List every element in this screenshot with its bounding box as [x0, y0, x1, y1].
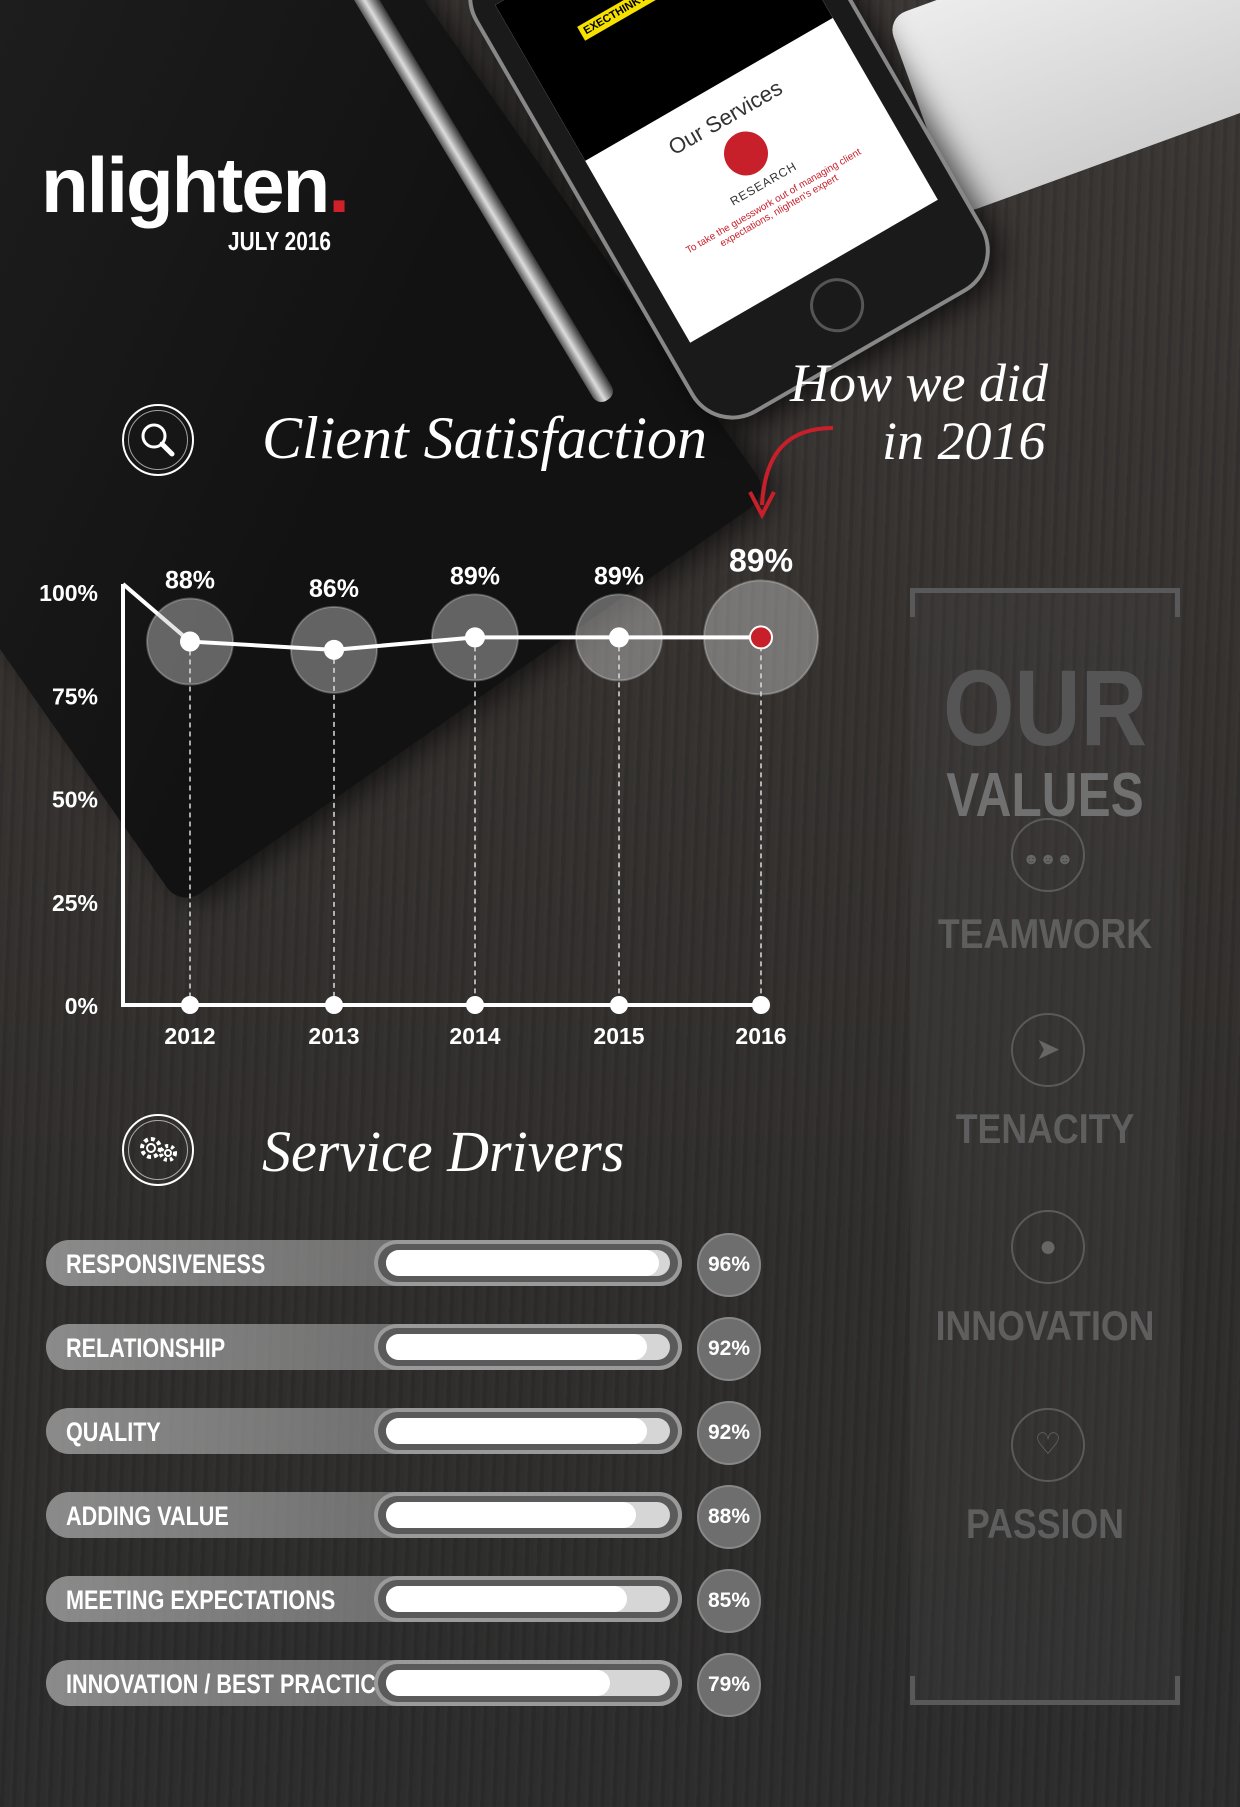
- progress-track: [386, 1586, 670, 1612]
- driver-row: MEETING EXPECTATIONS: [46, 1576, 682, 1622]
- callout-line-1: How we did: [790, 353, 1049, 413]
- driver-percent: 85%: [697, 1569, 761, 1633]
- runner-icon: ➤: [1011, 1013, 1085, 1087]
- driver-percent: 79%: [697, 1653, 761, 1717]
- progress-track: [386, 1250, 670, 1276]
- progress-fill: [386, 1418, 648, 1444]
- progress-track: [386, 1670, 670, 1696]
- progress-track: [386, 1502, 670, 1528]
- data-point: [609, 627, 629, 648]
- driver-label: INNOVATION / BEST PRACTICE: [66, 1669, 391, 1699]
- data-label: 89%: [450, 562, 500, 590]
- driver-row: QUALITY: [46, 1408, 682, 1454]
- satisfaction-chart: 0% 25% 50% 75% 100% 88% 2012 86% 2013 89% 2014 89% 2…: [39, 542, 819, 1049]
- driver-row: RESPONSIVENESS: [46, 1240, 682, 1286]
- values-title-line-1: OUR: [943, 647, 1147, 768]
- driver-percent: 92%: [697, 1401, 761, 1465]
- service-drivers-title: Service Drivers: [262, 1119, 625, 1184]
- driver-row: ADDING VALUE: [46, 1492, 682, 1538]
- x-tick-label: 2015: [593, 1023, 644, 1049]
- bracket-top: [910, 588, 1180, 617]
- progress-fill: [386, 1502, 636, 1528]
- driver-percent: 88%: [697, 1485, 761, 1549]
- progress-track: [386, 1334, 670, 1360]
- driver-progress-bar: [374, 1324, 682, 1370]
- callout-arrow-icon: [748, 426, 834, 520]
- progress-fill: [386, 1586, 628, 1612]
- y-tick-label: 0%: [65, 993, 98, 1019]
- driver-label: MEETING EXPECTATIONS: [66, 1585, 336, 1615]
- search-icon: [122, 404, 194, 476]
- data-point: [324, 639, 344, 660]
- driver-label: ADDING VALUE: [66, 1501, 229, 1531]
- data-point: [749, 625, 773, 650]
- data-label: 86%: [309, 575, 359, 603]
- chart-axes: [121, 584, 761, 1007]
- data-point: [465, 627, 485, 648]
- progress-fill: [386, 1334, 648, 1360]
- progress-fill: [386, 1250, 659, 1276]
- brand-logo: nlighten.: [41, 140, 350, 231]
- value-label: PASSION: [965, 1500, 1125, 1547]
- gears-icon: [122, 1114, 194, 1186]
- driver-percent: 92%: [697, 1317, 761, 1381]
- y-tick-label: 25%: [52, 890, 98, 916]
- x-axis-marker: [181, 996, 199, 1014]
- value-label: INNOVATION: [935, 1302, 1155, 1349]
- report-date: JULY 2016: [228, 226, 331, 256]
- driver-row: RELATIONSHIP: [46, 1324, 682, 1370]
- driver-progress-bar: [374, 1240, 682, 1286]
- driver-progress-bar: [374, 1408, 682, 1454]
- x-axis-marker: [466, 996, 484, 1014]
- data-label: 89%: [729, 542, 793, 578]
- value-label: TEAMWORK: [937, 910, 1153, 957]
- x-tick-label: 2012: [164, 1023, 215, 1049]
- brand-name: nlighten: [41, 141, 330, 229]
- heart-icon: ♡: [1011, 1408, 1085, 1482]
- driver-label: QUALITY: [66, 1417, 161, 1447]
- client-satisfaction-title: Client Satisfaction: [262, 405, 707, 471]
- callout-line-2: in 2016: [882, 411, 1046, 471]
- progress-fill: [386, 1670, 611, 1696]
- lightbulb-icon: ●: [1011, 1210, 1085, 1284]
- data-label: 89%: [594, 562, 644, 590]
- bracket-bottom: [910, 1676, 1180, 1705]
- progress-track: [386, 1418, 670, 1444]
- value-label: TENACITY: [955, 1105, 1135, 1152]
- x-axis-marker: [752, 996, 770, 1014]
- chart-lead-line: [121, 582, 192, 644]
- data-point: [180, 631, 200, 652]
- logo-dot: .: [328, 141, 350, 229]
- driver-progress-bar: [374, 1576, 682, 1622]
- our-values-panel: OUR VALUES ☻☻☻ TEAMWORK ➤ TENACITY ● INNOVATI…: [910, 588, 1180, 1705]
- x-axis-marker: [325, 996, 343, 1014]
- driver-label: RESPONSIVENESS: [66, 1249, 266, 1279]
- driver-label: RELATIONSHIP: [66, 1333, 226, 1363]
- people-icon: ☻☻☻: [1011, 818, 1085, 892]
- driver-percent: 96%: [697, 1233, 761, 1297]
- y-tick-label: 50%: [52, 787, 98, 813]
- driver-row: INNOVATION / BEST PRACTICE: [46, 1660, 682, 1706]
- x-tick-label: 2013: [308, 1023, 359, 1049]
- y-tick-label: 100%: [39, 580, 98, 606]
- x-axis-marker: [610, 996, 628, 1014]
- x-tick-label: 2016: [735, 1023, 786, 1049]
- driver-progress-bar: [374, 1660, 682, 1706]
- x-tick-label: 2014: [449, 1023, 500, 1049]
- driver-progress-bar: [374, 1492, 682, 1538]
- data-label: 88%: [165, 567, 215, 595]
- y-tick-label: 75%: [52, 683, 98, 709]
